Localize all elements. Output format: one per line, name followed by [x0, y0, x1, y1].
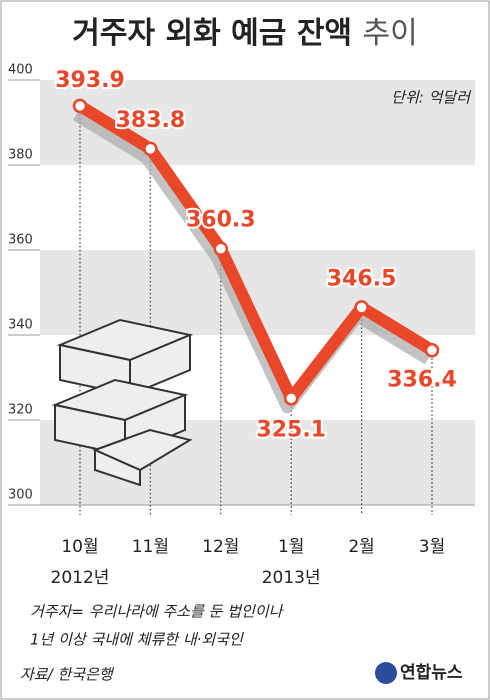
x-tick-label: 10월	[61, 537, 98, 557]
year-label: 2012년	[51, 568, 110, 588]
value-label: 383.8	[116, 108, 186, 133]
line-shadow	[72, 109, 432, 414]
point	[143, 141, 158, 157]
point	[354, 300, 369, 315]
value-label: 346.5	[327, 266, 397, 291]
logo-icon	[375, 662, 397, 684]
title-main: 거주자 외화 예금 잔액	[72, 16, 352, 51]
y-tick-label: 360	[8, 233, 33, 248]
point	[213, 241, 229, 256]
y-tick-label: 320	[8, 403, 33, 418]
point	[424, 343, 440, 358]
point	[283, 391, 299, 406]
value-label: 393.9	[55, 68, 125, 93]
footnote-2: 1년 이상 국내에 체류한 내·외국인	[30, 631, 244, 649]
plot: 300 320 340 360 380 400 단위: 억달러 10월 11월 12월 1월 2월 3월…	[8, 63, 475, 588]
x-tick-label: 12월	[202, 537, 239, 557]
value-label: 360.3	[186, 208, 256, 233]
source: 자료/ 한국은행	[20, 666, 115, 684]
value-label: 336.4	[387, 367, 457, 392]
line	[76, 100, 436, 405]
logo-text: 연합뉴스	[400, 662, 463, 683]
x-tick-label: 1월	[278, 537, 304, 557]
chart-title: 거주자 외화 예금 잔액 추이	[72, 16, 417, 51]
money-illustration	[51, 318, 194, 487]
y-tick-label: 300	[8, 488, 33, 503]
x-tick-label: 3월	[419, 537, 445, 557]
x-tick-label: 2월	[348, 537, 374, 557]
y-tick-label: 340	[8, 318, 33, 333]
y-tick-label: 400	[8, 63, 33, 78]
point	[72, 98, 88, 114]
y-tick-label: 380	[8, 148, 33, 163]
footnote-1: 거주자= 우리나라에 주소를 둔 법인이나	[30, 603, 285, 621]
title-suffix: 추이	[362, 16, 417, 51]
year-label: 2013년	[262, 568, 321, 588]
value-label: 325.1	[256, 417, 326, 442]
x-tick-label: 11월	[132, 537, 169, 557]
unit-label: 단위: 억달러	[391, 89, 471, 107]
